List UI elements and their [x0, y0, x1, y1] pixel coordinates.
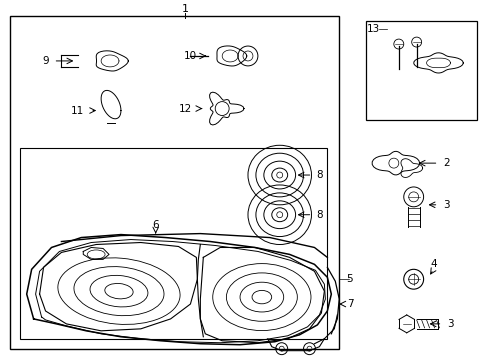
Text: 13: 13 [366, 24, 380, 34]
Text: 3: 3 [442, 200, 449, 210]
Text: 8: 8 [315, 170, 322, 180]
Text: 7: 7 [346, 299, 353, 309]
Bar [366, 21, 476, 121]
Text: 1: 1 [182, 4, 188, 14]
Text: 4: 4 [429, 259, 436, 269]
Text: 10: 10 [183, 51, 197, 61]
Text: 9: 9 [42, 56, 49, 66]
Text: 11: 11 [71, 105, 84, 116]
Text: 6: 6 [152, 220, 159, 230]
Bar [10, 16, 339, 349]
Bar [20, 148, 326, 339]
Text: 3: 3 [446, 319, 453, 329]
Text: 2: 2 [442, 158, 449, 168]
Text: 5: 5 [345, 274, 352, 284]
Text: 8: 8 [315, 210, 322, 220]
Text: 12: 12 [179, 104, 192, 113]
